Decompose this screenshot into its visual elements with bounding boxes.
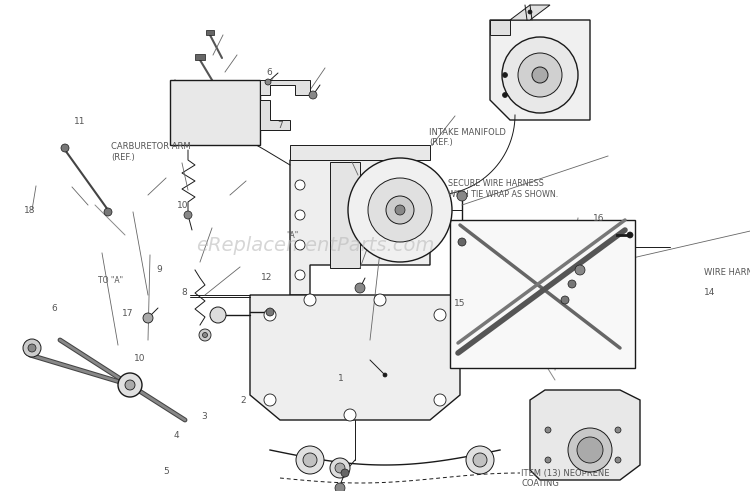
Bar <box>170 80 260 145</box>
Circle shape <box>309 91 317 99</box>
Circle shape <box>28 344 36 352</box>
Text: "A": "A" <box>286 231 298 240</box>
Bar <box>450 220 635 368</box>
Polygon shape <box>250 295 460 420</box>
Circle shape <box>561 296 569 304</box>
Circle shape <box>295 180 305 190</box>
Circle shape <box>374 294 386 306</box>
Text: 3: 3 <box>201 412 207 421</box>
Text: 14: 14 <box>704 288 715 297</box>
Text: 6: 6 <box>51 304 57 313</box>
Circle shape <box>266 308 274 316</box>
Circle shape <box>383 373 387 377</box>
Circle shape <box>341 469 349 477</box>
Text: 16: 16 <box>592 214 604 223</box>
Circle shape <box>575 265 585 275</box>
Circle shape <box>502 37 578 113</box>
Circle shape <box>395 205 405 215</box>
Circle shape <box>23 339 41 357</box>
Circle shape <box>545 427 551 433</box>
Circle shape <box>335 483 345 491</box>
Circle shape <box>295 210 305 220</box>
Circle shape <box>503 92 508 98</box>
Polygon shape <box>330 162 360 268</box>
Circle shape <box>568 428 612 472</box>
Text: WIRE HARNESS: WIRE HARNESS <box>704 268 750 277</box>
Polygon shape <box>290 145 430 160</box>
Polygon shape <box>490 20 590 120</box>
Circle shape <box>503 73 508 78</box>
Circle shape <box>473 453 487 467</box>
Text: 17: 17 <box>122 309 133 318</box>
Text: 11: 11 <box>74 117 85 126</box>
Circle shape <box>532 67 548 83</box>
Circle shape <box>265 79 271 85</box>
Text: 7: 7 <box>278 121 284 130</box>
Circle shape <box>518 53 562 97</box>
Text: eReplacementParts.com: eReplacementParts.com <box>196 236 434 255</box>
Circle shape <box>335 463 345 473</box>
Circle shape <box>434 394 446 406</box>
Polygon shape <box>530 390 640 480</box>
Polygon shape <box>510 5 550 20</box>
Circle shape <box>199 329 211 341</box>
Circle shape <box>344 409 356 421</box>
Text: 9: 9 <box>156 265 162 273</box>
Circle shape <box>210 307 226 323</box>
Text: 10: 10 <box>134 354 145 363</box>
Polygon shape <box>290 160 430 295</box>
Text: 6: 6 <box>266 68 272 77</box>
Circle shape <box>386 196 414 224</box>
Text: 2: 2 <box>240 396 246 405</box>
Text: ITEM (13) NEOPRENE
COATING: ITEM (13) NEOPRENE COATING <box>521 469 610 489</box>
Text: 1: 1 <box>338 374 344 382</box>
Circle shape <box>348 158 452 262</box>
Circle shape <box>202 332 208 337</box>
Circle shape <box>434 309 446 321</box>
Circle shape <box>184 211 192 219</box>
Circle shape <box>615 457 621 463</box>
Circle shape <box>104 208 112 216</box>
Circle shape <box>330 458 350 478</box>
Circle shape <box>264 394 276 406</box>
Circle shape <box>528 10 532 14</box>
Text: 8: 8 <box>182 288 188 297</box>
Circle shape <box>125 380 135 390</box>
Polygon shape <box>260 100 290 130</box>
Polygon shape <box>260 80 310 95</box>
Circle shape <box>627 232 633 238</box>
Circle shape <box>577 437 603 463</box>
Text: 4: 4 <box>174 431 180 439</box>
Circle shape <box>303 453 317 467</box>
Text: CARBURETOR ARM
(REF.): CARBURETOR ARM (REF.) <box>111 142 190 162</box>
Circle shape <box>295 240 305 250</box>
Circle shape <box>355 283 365 293</box>
Circle shape <box>466 446 494 474</box>
Circle shape <box>118 373 142 397</box>
Text: 18: 18 <box>24 206 35 215</box>
Text: 10: 10 <box>177 201 188 210</box>
Circle shape <box>568 280 576 288</box>
Text: INTAKE MANIFOLD
(REF.): INTAKE MANIFOLD (REF.) <box>429 128 506 147</box>
Circle shape <box>457 191 467 201</box>
Circle shape <box>458 238 466 246</box>
Text: SECURE WIRE HARNESS
WITH TIE WRAP AS SHOWN.: SECURE WIRE HARNESS WITH TIE WRAP AS SHO… <box>448 179 559 199</box>
Text: 12: 12 <box>261 273 272 282</box>
Circle shape <box>296 446 324 474</box>
Polygon shape <box>490 20 510 35</box>
Circle shape <box>615 427 621 433</box>
Circle shape <box>61 144 69 152</box>
Bar <box>195 54 205 60</box>
Bar <box>206 29 214 34</box>
Text: TO "A": TO "A" <box>98 276 123 285</box>
Circle shape <box>295 270 305 280</box>
Circle shape <box>143 313 153 323</box>
Circle shape <box>304 294 316 306</box>
Circle shape <box>264 309 276 321</box>
Circle shape <box>368 178 432 242</box>
Circle shape <box>545 457 551 463</box>
Text: 15: 15 <box>454 299 465 308</box>
Text: 5: 5 <box>164 467 170 476</box>
